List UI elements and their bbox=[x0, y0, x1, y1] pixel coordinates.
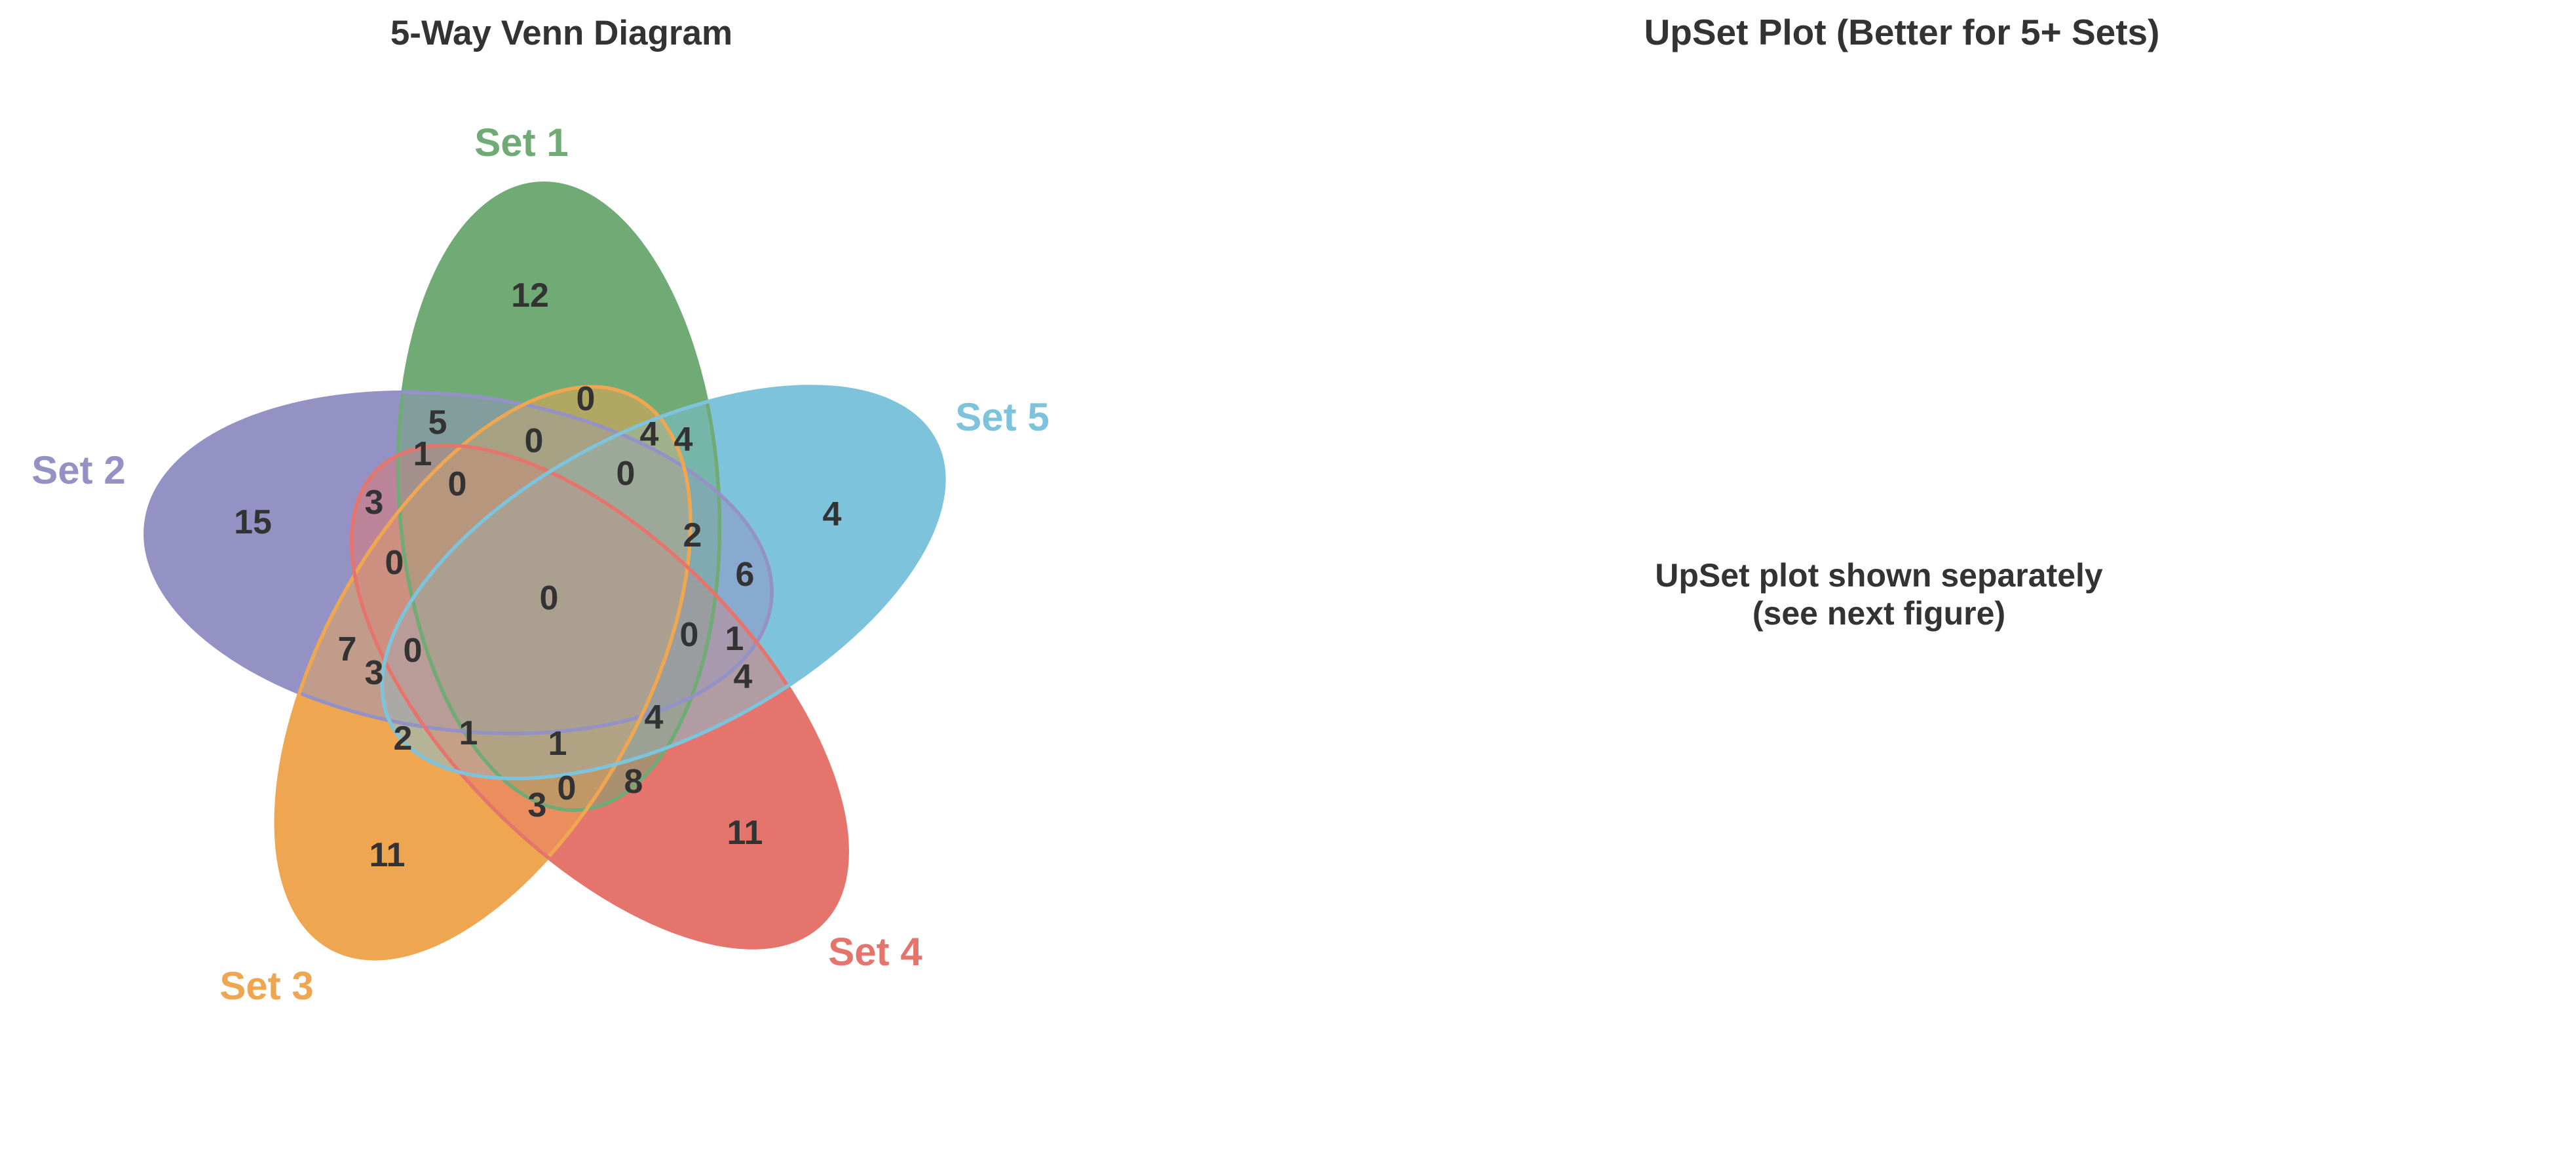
svg-text:Set 4: Set 4 bbox=[828, 930, 922, 974]
svg-text:12: 12 bbox=[511, 277, 549, 315]
svg-text:0: 0 bbox=[616, 455, 635, 493]
svg-text:0: 0 bbox=[680, 616, 699, 654]
svg-text:11: 11 bbox=[727, 814, 763, 852]
svg-text:0: 0 bbox=[385, 544, 404, 582]
svg-text:1: 1 bbox=[413, 435, 432, 473]
svg-text:5-Way Venn Diagram: 5-Way Venn Diagram bbox=[390, 14, 732, 52]
svg-text:3: 3 bbox=[365, 654, 384, 692]
svg-text:2: 2 bbox=[394, 720, 413, 758]
svg-text:1: 1 bbox=[459, 714, 478, 752]
svg-text:Set 2: Set 2 bbox=[31, 448, 125, 492]
svg-text:8: 8 bbox=[624, 763, 643, 801]
svg-text:5: 5 bbox=[428, 404, 447, 442]
svg-text:0: 0 bbox=[577, 380, 596, 418]
svg-text:3: 3 bbox=[528, 786, 547, 824]
svg-text:3: 3 bbox=[365, 484, 384, 522]
svg-text:0: 0 bbox=[525, 422, 544, 460]
svg-text:0: 0 bbox=[448, 465, 467, 503]
svg-text:4: 4 bbox=[645, 699, 664, 737]
svg-text:1: 1 bbox=[548, 725, 567, 763]
svg-text:4: 4 bbox=[640, 415, 659, 453]
svg-text:4: 4 bbox=[823, 495, 842, 533]
svg-text:0: 0 bbox=[558, 769, 577, 807]
svg-text:UpSet Plot (Better for 5+ Sets: UpSet Plot (Better for 5+ Sets) bbox=[1644, 12, 2160, 52]
svg-text:4: 4 bbox=[734, 658, 753, 696]
svg-text:Set 3: Set 3 bbox=[219, 964, 313, 1008]
svg-text:UpSet plot shown separately: UpSet plot shown separately bbox=[1655, 557, 2103, 594]
svg-text:(see next figure): (see next figure) bbox=[1752, 595, 2005, 632]
svg-text:0: 0 bbox=[404, 632, 423, 670]
svg-text:2: 2 bbox=[683, 516, 702, 554]
svg-text:Set 1: Set 1 bbox=[474, 121, 568, 164]
svg-text:6: 6 bbox=[736, 556, 755, 594]
svg-text:15: 15 bbox=[234, 503, 272, 541]
svg-text:7: 7 bbox=[338, 630, 357, 668]
svg-text:Set 5: Set 5 bbox=[955, 395, 1049, 439]
svg-text:1: 1 bbox=[725, 620, 744, 658]
svg-text:4: 4 bbox=[674, 421, 693, 459]
svg-text:11: 11 bbox=[369, 836, 406, 874]
svg-text:0: 0 bbox=[540, 579, 559, 617]
